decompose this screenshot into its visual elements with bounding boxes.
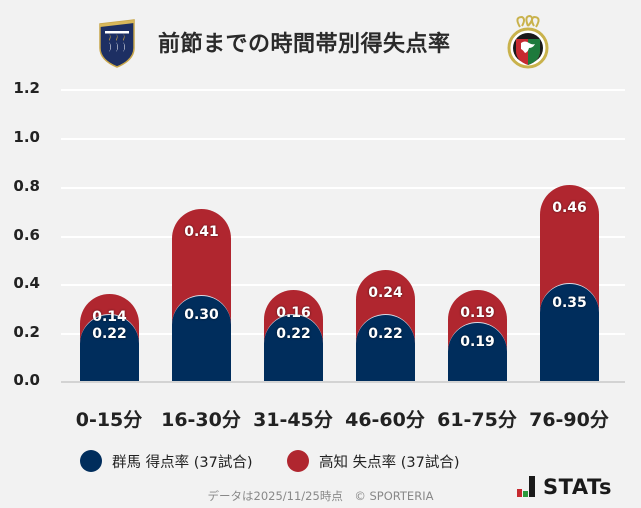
legend-swatch-red bbox=[287, 450, 309, 472]
value-label-kochi: 0.24 bbox=[368, 285, 403, 302]
stacked-bar: 0.14 0.22 bbox=[80, 294, 139, 382]
gridline bbox=[61, 187, 625, 189]
stats-bars-icon bbox=[517, 476, 535, 497]
legend-swatch-navy bbox=[80, 450, 102, 472]
value-label-kochi: 0.46 bbox=[552, 199, 587, 216]
gridline bbox=[61, 284, 625, 286]
stats-brand-text: STATs bbox=[543, 475, 612, 499]
bar-segment-gunma bbox=[80, 314, 139, 382]
y-tick: 0.2 bbox=[13, 323, 40, 341]
stacked-bar: 0.41 0.30 bbox=[172, 209, 231, 382]
legend-label: 高知 失点率 (37試合) bbox=[319, 454, 460, 471]
gridline bbox=[61, 236, 625, 238]
bar-segment-gunma bbox=[448, 321, 507, 382]
gridline bbox=[61, 333, 625, 335]
y-tick: 0.0 bbox=[13, 371, 40, 389]
legend-item-gunma: 群馬 得点率 (37試合) bbox=[80, 450, 252, 472]
stacked-bar: 0.46 0.35 bbox=[540, 184, 599, 382]
value-label-gunma: 0.22 bbox=[92, 326, 127, 343]
x-tick-label: 16-30分 bbox=[161, 409, 241, 431]
chart-title: 前節までの時間帯別得失点率 bbox=[158, 32, 451, 57]
value-label-gunma: 0.22 bbox=[368, 326, 403, 343]
y-tick: 0.8 bbox=[13, 177, 40, 195]
value-label-gunma: 0.22 bbox=[276, 326, 311, 343]
y-tick: 1.2 bbox=[13, 79, 40, 97]
value-label-kochi: 0.41 bbox=[184, 224, 219, 241]
legend-label: 群馬 得点率 (37試合) bbox=[112, 454, 253, 471]
stacked-bar: 0.24 0.22 bbox=[356, 270, 415, 382]
value-label-kochi: 0.16 bbox=[276, 304, 311, 321]
value-label-gunma: 0.19 bbox=[460, 333, 495, 350]
y-tick: 0.4 bbox=[13, 274, 40, 292]
x-axis-baseline bbox=[61, 381, 625, 383]
value-label-kochi: 0.14 bbox=[92, 309, 127, 326]
value-label-kochi: 0.19 bbox=[460, 304, 495, 321]
stats-brand-logo: STATs bbox=[517, 476, 612, 498]
y-tick: 0.6 bbox=[13, 226, 40, 244]
value-label-gunma: 0.35 bbox=[552, 294, 587, 311]
value-label-gunma: 0.30 bbox=[184, 307, 219, 323]
data-source-note: データは2025/11/25時点 © SPORTERIA bbox=[207, 489, 434, 503]
x-tick-label: 46-60分 bbox=[345, 409, 425, 431]
bar-segment-gunma bbox=[264, 314, 323, 382]
gunma-crest-logo bbox=[98, 18, 136, 72]
bar-segment-gunma bbox=[540, 282, 599, 382]
x-tick-label: 31-45分 bbox=[253, 409, 333, 431]
stacked-bar: 0.19 0.19 bbox=[448, 289, 507, 382]
legend-item-kochi: 高知 失点率 (37試合) bbox=[287, 450, 459, 472]
y-tick: 1.0 bbox=[13, 128, 40, 146]
bar-segment-gunma bbox=[356, 314, 415, 382]
stacked-bar: 0.16 0.22 bbox=[264, 289, 323, 382]
x-tick-label: 76-90分 bbox=[529, 409, 609, 431]
gridline bbox=[61, 138, 625, 140]
bar-segment-gunma bbox=[172, 295, 231, 382]
x-tick-label: 61-75分 bbox=[437, 409, 517, 431]
x-tick-label: 0-15分 bbox=[75, 409, 143, 431]
gridline bbox=[61, 89, 625, 91]
kochi-crest-logo bbox=[507, 14, 549, 73]
